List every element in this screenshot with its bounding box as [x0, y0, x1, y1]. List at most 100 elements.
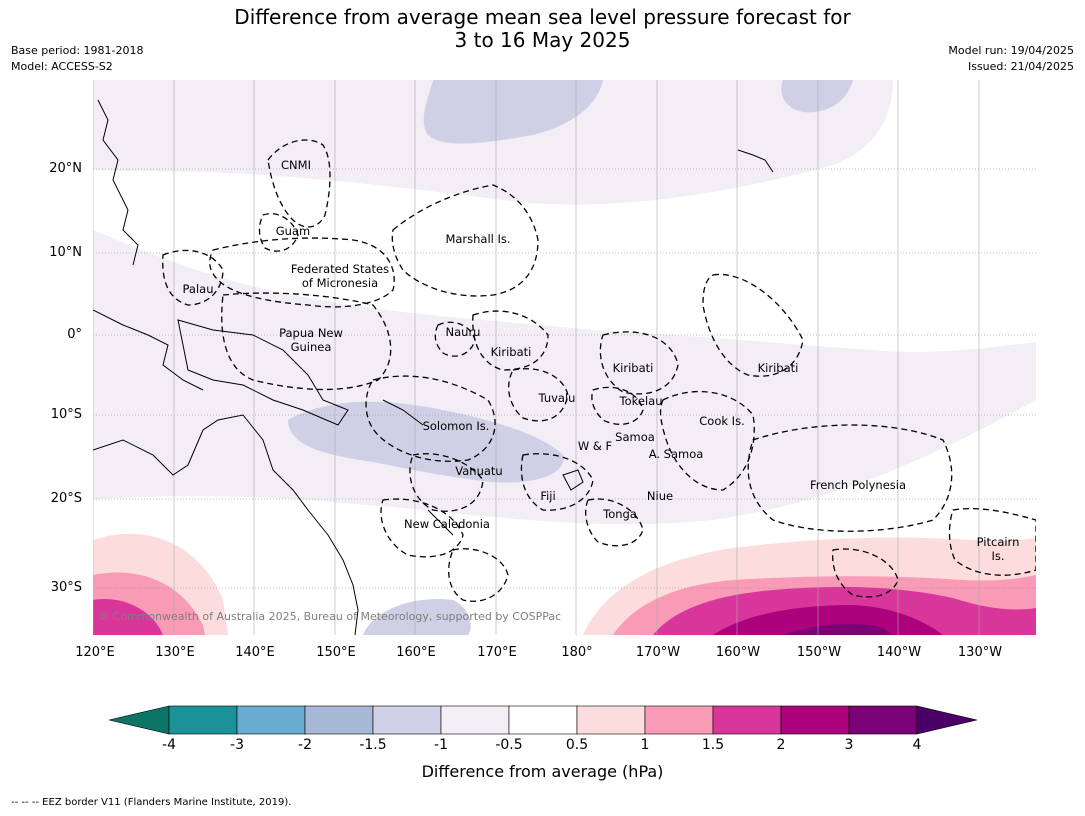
colorbar-segment [644, 705, 714, 735]
lon-label: 130°W [957, 645, 1003, 660]
coast-new-guinea [177, 319, 349, 426]
label-fsm-1: Federated States [291, 262, 389, 276]
colorbar-tick: 1 [640, 737, 650, 753]
eez-cook [659, 390, 755, 491]
eez-png [221, 292, 392, 391]
eez-cnmi [267, 139, 331, 228]
meta-left: Base period: 1981-2018 Model: ACCESS-S2 [11, 43, 143, 75]
colorbar-segment [304, 705, 374, 735]
label-solomon: Solomon Is. [423, 419, 490, 433]
lat-label: 0° [67, 327, 82, 342]
anomaly-northern-band [93, 80, 893, 205]
colorbar-segment [508, 705, 578, 735]
eez-south [832, 548, 899, 598]
colorbar-segment [236, 705, 306, 735]
label-tonga: Tonga [602, 507, 637, 521]
lon-label: 170°W [635, 645, 681, 660]
eez-kermadec [448, 548, 509, 602]
title-line-2: 3 to 16 May 2025 [454, 28, 631, 52]
label-french-polynesia: French Polynesia [810, 478, 906, 492]
label-marshall: Marshall Is. [445, 232, 510, 246]
eez-fp [747, 424, 953, 532]
label-png-2: Guinea [291, 340, 332, 354]
lon-label: 160°W [715, 645, 761, 660]
coast-philippines [97, 99, 139, 266]
colorbar-segment [848, 705, 918, 735]
map-panel: CNMI Guam Marshall Is. Federated States … [93, 80, 1036, 635]
label-palau: Palau [183, 282, 214, 296]
lon-label: 130°E [155, 645, 195, 660]
label-wallis-futuna: W & F [578, 439, 612, 453]
colorbar-extend-high [916, 705, 978, 735]
colorbar-tick: 2 [776, 737, 786, 753]
base-period: Base period: 1981-2018 [11, 44, 144, 57]
lat-label: 10°N [49, 245, 82, 260]
colorbar-tick: -2 [298, 737, 312, 753]
label-guam: Guam [276, 224, 310, 238]
colorbar [108, 705, 978, 735]
label-niue: Niue [647, 489, 673, 503]
coast-borneo-sulawesi [93, 309, 204, 391]
lat-label: 20°N [49, 161, 82, 176]
label-samoa: Samoa [615, 430, 655, 444]
coast-fiji [562, 469, 584, 491]
eez-vanuatu [409, 453, 484, 512]
colorbar-segment [780, 705, 850, 735]
colorbar-tick: 0.5 [565, 737, 589, 753]
coastlines [93, 99, 774, 635]
colorbar-segment [712, 705, 782, 735]
eez-micronesia [209, 237, 395, 308]
colorbar-tick: 4 [912, 737, 922, 753]
label-nauru: Nauru [446, 325, 481, 339]
label-kiribati-c: Kiribati [613, 361, 654, 375]
colorbar-segment [576, 705, 646, 735]
eez-fiji [520, 453, 594, 511]
title-line-1: Difference from average mean sea level p… [234, 5, 851, 29]
eez-borders [162, 139, 1036, 602]
anomaly-sw-magenta [93, 599, 163, 635]
colorbar-tick: -1 [434, 737, 448, 753]
eez-guam [258, 213, 299, 252]
eez-newcal [380, 498, 464, 558]
lon-label: 150°E [316, 645, 356, 660]
eez-palau [162, 249, 224, 306]
lon-label: 160°E [396, 645, 436, 660]
colorbar-tick: 1.5 [701, 737, 725, 753]
eez-nauru [434, 321, 476, 357]
label-cnmi: CNMI [281, 158, 311, 172]
label-pitcairn-2: Is. [991, 549, 1004, 563]
label-fsm-2: of Micronesia [302, 276, 378, 290]
coast-hawaii [737, 149, 774, 173]
meta-right: Model run: 19/04/2025 Issued: 21/04/2025 [948, 43, 1074, 75]
copyright-text: © Commonwealth of Australia 2025, Bureau… [98, 610, 561, 623]
eez-tuvalu [508, 368, 569, 422]
lat-label: 10°S [50, 407, 82, 422]
issued-date: Issued: 21/04/2025 [967, 60, 1074, 73]
eez-kiribati-e [702, 273, 804, 377]
label-cook: Cook Is. [699, 414, 744, 428]
lon-label: 140°W [876, 645, 922, 660]
colorbar-segment [168, 705, 238, 735]
map-title: Difference from average mean sea level p… [0, 6, 1085, 52]
colorbar-title: Difference from average (hPa) [421, 762, 664, 781]
anomaly-north-blue-1 [423, 80, 603, 144]
anomaly-solomon-blue [288, 401, 564, 483]
gridlines [93, 168, 1036, 589]
anomaly-north-blue-2 [781, 80, 853, 113]
model-run: Model run: 19/04/2025 [948, 44, 1074, 57]
label-kiribati-w: Kiribati [491, 345, 532, 359]
region-labels: CNMI Guam Marshall Is. Federated States … [183, 158, 1020, 563]
lon-label: 170°E [477, 645, 517, 660]
coast-solomon [382, 399, 424, 426]
eez-footnote: -- -- -- EEZ border V11 (Flanders Marine… [11, 797, 292, 808]
coast-new-caledonia [427, 509, 454, 536]
colorbar-segment [372, 705, 442, 735]
colorbar-segment [440, 705, 510, 735]
label-png-1: Papua New [279, 326, 343, 340]
lat-label: 30°S [50, 580, 82, 595]
map-svg: CNMI Guam Marshall Is. Federated States … [93, 80, 1036, 635]
eez-kiribati-w [472, 310, 549, 371]
lon-label: 120°E [75, 645, 115, 660]
model-name: Model: ACCESS-S2 [11, 60, 113, 73]
label-american-samoa: A. Samoa [649, 447, 704, 461]
